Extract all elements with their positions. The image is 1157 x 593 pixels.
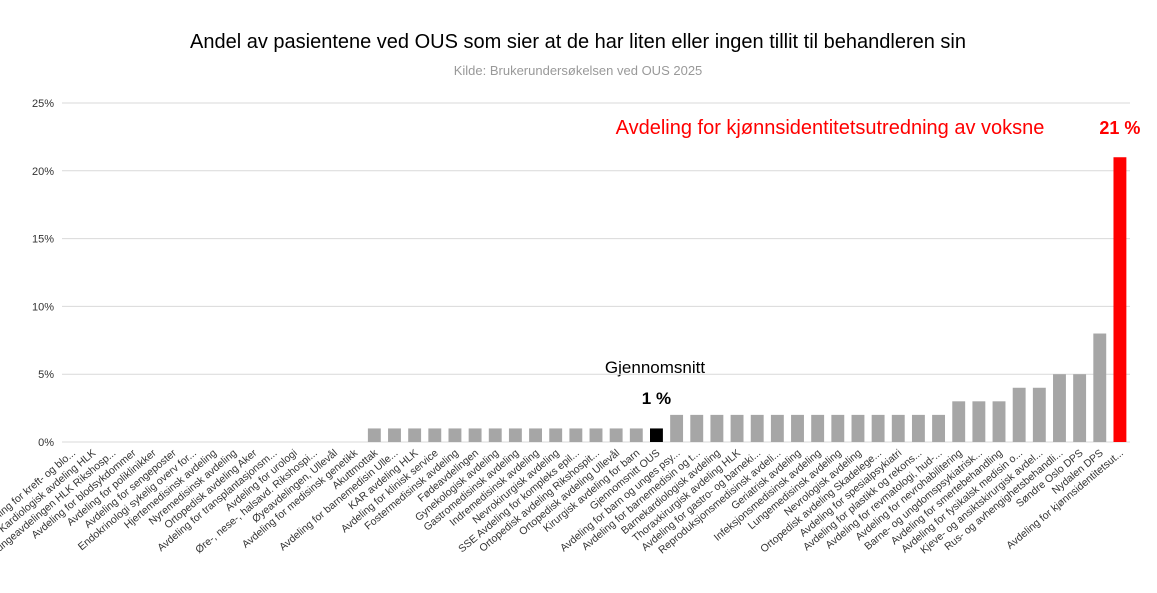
bar (891, 414, 905, 442)
y-tick-label: 20% (32, 166, 54, 178)
bar (710, 414, 724, 442)
bar (730, 414, 744, 442)
bar (388, 428, 401, 442)
bar (589, 428, 603, 442)
bar (670, 414, 684, 442)
bar (468, 428, 482, 442)
chart-subtitle: Kilde: Brukerundersøkelsen ved OUS 2025 (454, 63, 703, 78)
bar (488, 428, 502, 442)
bar (609, 428, 623, 442)
bar (529, 428, 542, 442)
bar (1073, 374, 1087, 442)
bar (871, 414, 885, 442)
bar (629, 428, 643, 442)
bar (690, 414, 704, 442)
bar (1032, 387, 1046, 442)
bar (408, 428, 422, 442)
bar (750, 414, 764, 442)
bar (770, 414, 784, 442)
bar (549, 428, 563, 442)
bar (448, 428, 462, 442)
bar (972, 401, 986, 442)
bar (569, 428, 583, 442)
bar (811, 414, 825, 442)
bar (428, 428, 442, 442)
bar (831, 414, 845, 442)
bar (1113, 157, 1127, 443)
bar (791, 414, 804, 442)
bar (992, 401, 1006, 442)
bar (367, 428, 381, 442)
y-tick-label: 5% (38, 369, 54, 381)
annotation: Avdeling for kjønnsidentitetsutredning a… (616, 117, 1045, 139)
value-label: 21 % (1099, 118, 1140, 138)
annotation: Gjennomsnitt (605, 358, 705, 377)
bar (911, 414, 925, 442)
chart-title: Andel av pasientene ved OUS som sier at … (190, 31, 966, 53)
bar (932, 414, 946, 442)
bar (1012, 387, 1026, 442)
bar (1053, 374, 1066, 442)
bar (650, 428, 663, 442)
y-tick-label: 25% (32, 98, 54, 110)
y-tick-label: 0% (38, 437, 54, 449)
bar (508, 428, 522, 442)
y-tick-label: 15% (32, 234, 54, 246)
bar (851, 414, 865, 442)
bar (952, 401, 966, 442)
y-tick-label: 10% (32, 301, 54, 313)
bar (1093, 333, 1107, 442)
value-label: 1 % (642, 389, 671, 408)
